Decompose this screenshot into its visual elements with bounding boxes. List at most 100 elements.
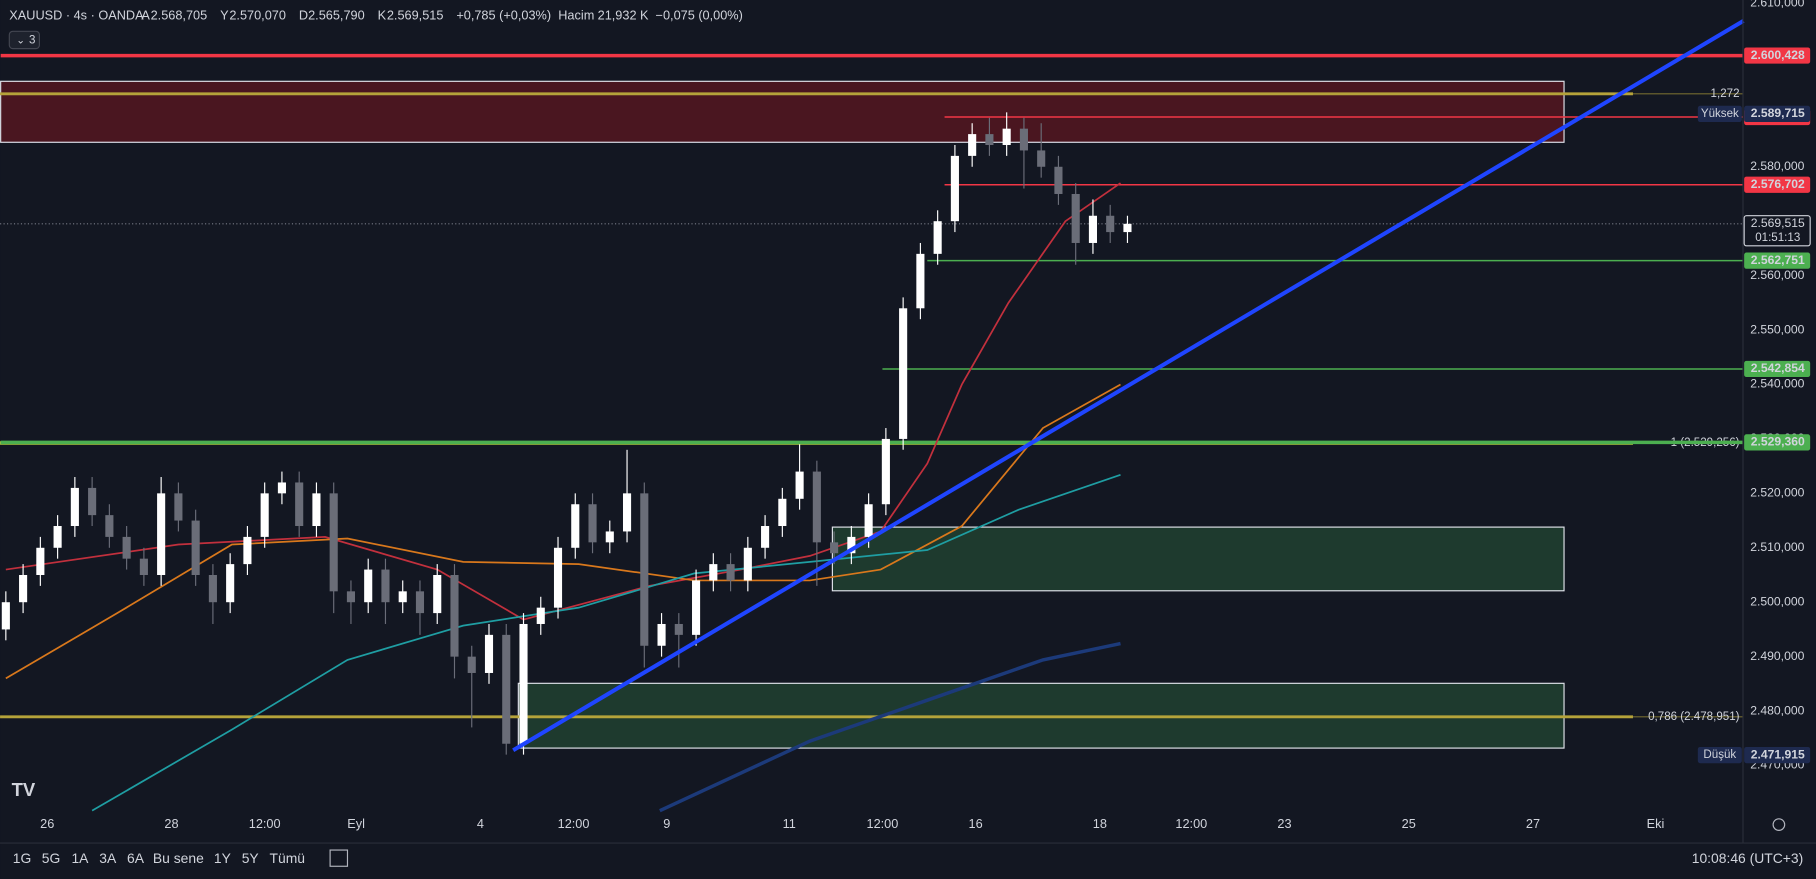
candle-body <box>795 471 804 499</box>
x-tick-label: 12:00 <box>1175 816 1207 831</box>
level-tag-label: 2.529,360 <box>1751 435 1805 449</box>
candle-body <box>1071 193 1080 243</box>
y-tick-label: 2.610,000 <box>1750 0 1804 10</box>
candle-body <box>881 438 890 505</box>
candle-body <box>70 487 79 527</box>
moving-average <box>5 182 1122 621</box>
level-tag <box>1744 47 1811 64</box>
change: +0,785 (+0,03%) <box>456 8 551 23</box>
candle-body <box>640 493 649 646</box>
x-tick-label: 23 <box>1277 816 1291 831</box>
candle-body <box>277 482 286 494</box>
range-button[interactable]: 5Y <box>242 850 259 866</box>
y-tick-label: 2.490,000 <box>1750 649 1804 663</box>
symbol: XAUUSD · 4s · OANDA <box>9 8 144 23</box>
candle-body <box>692 580 701 635</box>
range-button[interactable]: Tümü <box>270 850 305 866</box>
last-price-tag <box>1743 215 1811 247</box>
range-button[interactable]: 1Y <box>214 850 231 866</box>
range-button[interactable]: 1G <box>13 850 32 866</box>
moving-average <box>659 641 1121 813</box>
indicators-count: 3 <box>29 35 35 47</box>
candle-body <box>985 134 994 145</box>
candle-body <box>536 607 545 624</box>
range-button[interactable]: 1A <box>71 850 89 866</box>
candle-body <box>726 564 735 581</box>
candle-body <box>157 493 166 575</box>
y-tick-label: 2.560,000 <box>1750 268 1804 282</box>
high-tag <box>1744 105 1811 122</box>
volume-change: −0,075 (0,00%) <box>656 8 743 23</box>
candle-body <box>1019 128 1028 151</box>
candle-body <box>674 623 683 635</box>
candle-body <box>450 574 459 657</box>
candle-body <box>1088 215 1098 243</box>
range-button[interactable]: Bu sene <box>153 850 204 866</box>
candle-body <box>968 134 977 156</box>
candle-body <box>916 253 925 309</box>
x-tick-label: 27 <box>1526 816 1540 831</box>
ohlc-value: 2.570,070 <box>229 8 286 23</box>
candle-body <box>329 493 338 592</box>
candle-body <box>208 574 217 603</box>
x-tick-label: 11 <box>783 816 796 831</box>
ohlc-key: K <box>378 8 387 23</box>
range-button[interactable]: 6A <box>127 850 145 866</box>
candle-body <box>588 504 597 543</box>
x-tick-label: 12:00 <box>249 816 281 831</box>
y-tick-label: 2.500,000 <box>1750 594 1804 608</box>
x-tick-label: Eki <box>1647 816 1665 831</box>
countdown: 01:51:13 <box>1755 232 1800 244</box>
level-tag <box>1744 176 1811 193</box>
x-tick-label: 28 <box>164 816 178 831</box>
candle-body <box>709 564 718 581</box>
candle-body <box>864 504 873 537</box>
ohlc-value: 2.569,515 <box>387 8 444 23</box>
x-tick-label: 12:00 <box>867 816 899 831</box>
low-name-box <box>1697 746 1742 764</box>
candle-body <box>381 569 390 603</box>
low-tag-label: 2.471,915 <box>1751 747 1805 761</box>
logo: TV <box>12 779 36 800</box>
candle-body <box>467 656 476 673</box>
candle-body <box>312 493 321 527</box>
high-name-box <box>1697 105 1742 122</box>
candle-body <box>761 526 770 548</box>
candle-body <box>812 471 821 543</box>
date-range-icon[interactable] <box>329 849 349 867</box>
ohlc-key: A <box>141 8 150 23</box>
ohlc-value: 2.565,790 <box>308 8 365 23</box>
candle-body <box>899 308 908 439</box>
candle-body <box>519 623 528 744</box>
moving-average <box>5 383 1121 680</box>
candle-body <box>950 155 959 222</box>
level-tag-label: 2.562,751 <box>1751 253 1805 267</box>
ohlc-key: Y <box>220 8 229 23</box>
moving-average <box>91 474 1121 812</box>
candle-body <box>105 515 114 537</box>
range-button[interactable]: 3A <box>99 850 117 866</box>
x-tick-label: 9 <box>663 816 670 831</box>
candle-body <box>415 591 425 614</box>
candle-body <box>830 542 839 554</box>
candle-body <box>1002 128 1011 145</box>
high-tag-label: 2.589,715 <box>1751 106 1805 120</box>
settings-icon[interactable] <box>1772 818 1786 831</box>
clock: 10:08:46 (UTC+3) <box>1692 850 1803 866</box>
high-name: Yüksek <box>1701 108 1739 120</box>
range-button[interactable]: 5G <box>42 850 61 866</box>
candle-body <box>1123 223 1132 233</box>
fib-label: 0,786 (2.478,951) <box>1648 711 1740 723</box>
level-tag <box>1744 434 1811 451</box>
ohlc-value: 2.568,705 <box>151 8 208 23</box>
candle-body <box>36 547 45 575</box>
x-tick-label: 18 <box>1093 816 1107 831</box>
indicators-toggle[interactable] <box>8 30 41 50</box>
candle-body <box>778 498 787 527</box>
level-tag-label: 2.600,428 <box>1751 48 1805 62</box>
plot: 1,2721 (2.529,256)0,786 (2.478,951) <box>0 19 1745 813</box>
x-tick-label: 12:00 <box>558 816 590 831</box>
candle-body <box>847 536 856 554</box>
candle-body <box>364 569 373 603</box>
y-tick-label: 2.550,000 <box>1750 322 1804 336</box>
